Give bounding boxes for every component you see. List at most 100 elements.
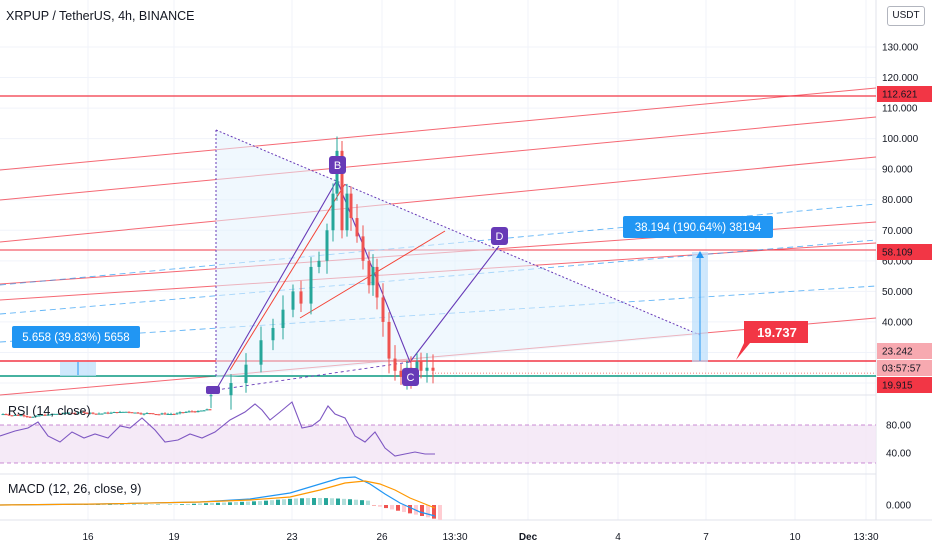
candle-body bbox=[52, 413, 56, 415]
indicator-lines bbox=[0, 401, 442, 520]
price-tick-label: 120.000 bbox=[882, 73, 919, 84]
candle-body bbox=[157, 414, 161, 416]
candle-body bbox=[163, 413, 167, 415]
candle-body bbox=[91, 412, 95, 414]
macd-histogram-bar bbox=[192, 503, 196, 505]
time-label: 23 bbox=[286, 532, 298, 543]
candle-body bbox=[34, 415, 38, 417]
point-b-label[interactable]: B bbox=[334, 160, 341, 172]
chart-annotations[interactable]: B D C 5.658 (39.83%) 5658 38.194 (190.64… bbox=[12, 156, 808, 394]
candle-body bbox=[55, 413, 59, 415]
price-axis[interactable]: 130.000120.000110.000100.00090.00080.000… bbox=[877, 43, 932, 512]
time-axis[interactable]: 16 19 23 26 13:30 Dec 4 7 10 13:30 bbox=[82, 532, 879, 543]
macd-title[interactable]: MACD (12, 26, close, 9) bbox=[8, 482, 142, 496]
candle-body bbox=[367, 260, 371, 286]
candle-body bbox=[345, 193, 349, 231]
point-d-label[interactable]: D bbox=[496, 231, 504, 243]
candle-body bbox=[166, 413, 170, 415]
macd-histogram-bar bbox=[420, 505, 424, 516]
candle-body bbox=[124, 411, 128, 413]
price-tick-label: 90.000 bbox=[882, 165, 913, 176]
candle-body bbox=[37, 415, 41, 417]
macd-histogram-bar bbox=[402, 505, 406, 513]
candle-body bbox=[106, 412, 110, 414]
time-label: 19 bbox=[168, 532, 180, 543]
price-tag bbox=[877, 377, 932, 393]
macd-histogram-bar bbox=[360, 500, 364, 505]
time-label: 4 bbox=[615, 532, 621, 543]
candle-body bbox=[205, 409, 209, 411]
candle-body bbox=[49, 414, 53, 416]
candle-body bbox=[13, 414, 17, 416]
macd-histogram-bar bbox=[198, 503, 202, 505]
candle-body bbox=[325, 230, 329, 261]
macd-histogram-bar bbox=[288, 498, 292, 505]
macd-histogram-bar bbox=[210, 503, 214, 505]
price-tick-label: 40.000 bbox=[882, 317, 913, 328]
candle-body bbox=[208, 409, 212, 411]
candle-body bbox=[399, 370, 403, 377]
candle-body bbox=[160, 413, 164, 415]
price-tag-label: 112.621 bbox=[882, 90, 918, 101]
macd-histogram-bar bbox=[390, 505, 394, 510]
candle-body bbox=[331, 193, 335, 231]
candle-body bbox=[193, 411, 197, 413]
candle-body bbox=[209, 395, 213, 397]
macd-histogram-bar bbox=[252, 501, 256, 505]
candle-body bbox=[142, 413, 146, 415]
price-tag bbox=[877, 86, 932, 102]
candle-body bbox=[361, 236, 365, 261]
macd-histogram-bar bbox=[354, 499, 358, 505]
candle-body bbox=[103, 412, 107, 414]
time-label: 10 bbox=[789, 532, 801, 543]
point-c-label[interactable]: C bbox=[407, 372, 415, 384]
macd-histogram-bar bbox=[324, 498, 328, 505]
macd-histogram-bar bbox=[234, 502, 238, 505]
left-measure-label[interactable]: 5.658 (39.83%) 5658 bbox=[22, 332, 129, 344]
macd-histogram-bar bbox=[336, 498, 340, 505]
rsi-title[interactable]: RSI (14, close) bbox=[8, 404, 91, 418]
candle-body bbox=[190, 411, 194, 413]
candle-body bbox=[259, 340, 263, 365]
candle-body bbox=[58, 413, 62, 415]
candle-body bbox=[419, 361, 423, 371]
price-tag-label: 23.242 bbox=[882, 347, 913, 358]
candle-body bbox=[109, 412, 113, 414]
price-tick-label: 80.000 bbox=[882, 195, 913, 206]
candle-body bbox=[178, 412, 182, 414]
candle-body bbox=[271, 328, 275, 341]
macd-histogram-bar bbox=[396, 505, 400, 511]
macd-histogram-bar bbox=[264, 500, 268, 505]
macd-signal-line bbox=[0, 480, 436, 509]
candle-body bbox=[112, 411, 116, 413]
price-tag-label: 03:57:57 bbox=[882, 364, 921, 375]
macd-histogram-bar bbox=[408, 505, 412, 514]
channel-line bbox=[0, 116, 877, 201]
currency-button[interactable]: USDT bbox=[887, 6, 925, 26]
candle-body bbox=[154, 414, 158, 416]
trend-line bbox=[229, 183, 346, 371]
price-tag bbox=[877, 343, 932, 359]
macd-histogram-bar bbox=[438, 505, 442, 520]
time-label: 16 bbox=[82, 532, 94, 543]
candle-body bbox=[61, 412, 65, 414]
macd-histogram-bar bbox=[228, 502, 232, 505]
right-measure-label[interactable]: 38.194 (190.64%) 38194 bbox=[635, 222, 762, 234]
macd-histogram-bar bbox=[300, 498, 304, 505]
macd-histogram-bar bbox=[294, 498, 298, 505]
candle-body bbox=[121, 411, 125, 413]
symbol-title[interactable]: XRPUP / TetherUS, 4h, BINANCE bbox=[6, 9, 195, 23]
macd-tick-label: 0.000 bbox=[886, 501, 911, 512]
candle-body bbox=[85, 412, 89, 414]
candle-body bbox=[115, 411, 119, 413]
macd-histogram-bar bbox=[348, 499, 352, 505]
price-tick-label: 110.000 bbox=[882, 104, 918, 115]
candle-body bbox=[196, 411, 200, 413]
price-tick-label: 50.000 bbox=[882, 287, 913, 298]
candle-body bbox=[79, 411, 83, 413]
candle-body bbox=[28, 416, 32, 418]
target-price-label[interactable]: 19.737 bbox=[757, 325, 797, 340]
candle-body bbox=[22, 415, 26, 417]
candle-body bbox=[425, 367, 429, 371]
